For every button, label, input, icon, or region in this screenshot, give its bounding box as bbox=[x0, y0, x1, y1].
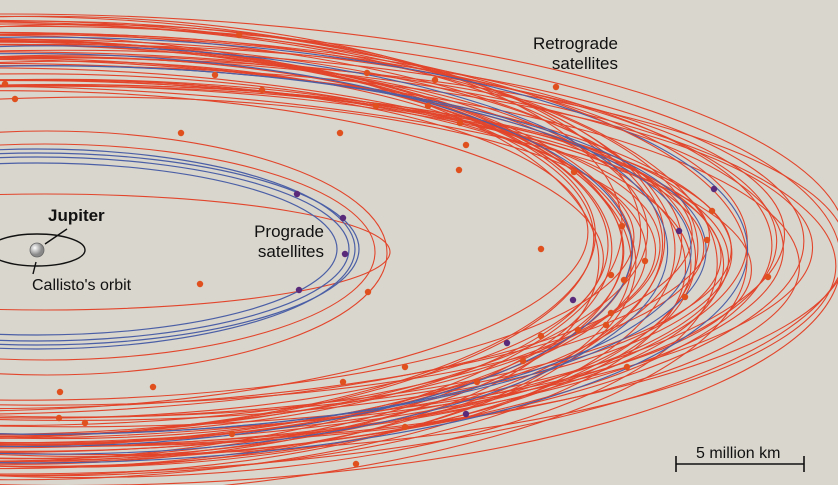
retrograde-satellite-dot bbox=[339, 378, 347, 386]
retrograde-satellite-dot bbox=[177, 129, 185, 137]
retrograde-satellite-dot bbox=[81, 419, 89, 427]
retrograde-orbit bbox=[0, 85, 722, 418]
retrograde-satellite-dot bbox=[401, 363, 409, 371]
retrograde-orbit bbox=[0, 96, 657, 426]
retrograde-satellite-dot bbox=[56, 388, 64, 396]
retrograde-orbit bbox=[0, 43, 805, 465]
retrograde-orbit bbox=[0, 79, 705, 406]
retrograde-orbit bbox=[0, 62, 800, 447]
retrograde-satellite-dot bbox=[424, 102, 432, 110]
retrograde-satellite-dot bbox=[211, 71, 219, 79]
outer-orbit bbox=[0, 13, 838, 475]
retrograde-label: Retrograde satellites bbox=[532, 34, 618, 73]
retrograde-blue-orbit bbox=[0, 53, 633, 447]
retrograde-satellite-dot bbox=[602, 321, 610, 329]
retrograde-satellite-dot bbox=[363, 69, 371, 77]
retrograde-satellite-dot bbox=[620, 276, 628, 284]
retrograde-satellite-dot bbox=[431, 76, 439, 84]
retrograde-satellite-dot bbox=[618, 222, 626, 230]
retrograde-satellite-dot bbox=[641, 257, 649, 265]
retrograde-satellite-dot bbox=[196, 280, 204, 288]
retrograde-satellite-dot bbox=[149, 383, 157, 391]
jupiter-icon bbox=[29, 242, 45, 258]
prograde-satellite-dot bbox=[675, 227, 683, 235]
retrograde-satellite-dot bbox=[401, 423, 409, 431]
retrograde-orbit bbox=[0, 34, 600, 468]
prograde-satellite-dot bbox=[569, 296, 577, 304]
prograde-satellite-dot bbox=[295, 286, 303, 294]
retrograde-satellite-dot bbox=[574, 326, 582, 334]
retrograde-satellite-dot bbox=[519, 357, 527, 365]
prograde-satellite-dot bbox=[339, 214, 347, 222]
prograde-orbit bbox=[0, 162, 338, 336]
retrograde-orbit bbox=[0, 90, 604, 419]
retrograde-satellite-dot bbox=[235, 31, 243, 39]
retrograde-satellite-dot bbox=[228, 430, 236, 438]
retrograde-satellite-dot bbox=[708, 207, 716, 215]
retrograde-orbit bbox=[0, 54, 649, 438]
prograde-orbit bbox=[0, 156, 350, 342]
callisto-orbit bbox=[0, 233, 86, 267]
retrograde-satellite-dot bbox=[537, 332, 545, 340]
scale-bar-label: 5 million km bbox=[696, 445, 781, 462]
inner-orbit bbox=[0, 143, 376, 361]
retrograde-blue-orbit bbox=[0, 45, 668, 455]
retrograde-orbit bbox=[0, 67, 692, 452]
retrograde-orbit bbox=[0, 38, 778, 446]
retrograde-satellite-dot bbox=[681, 293, 689, 301]
prograde-orbit bbox=[0, 148, 356, 350]
retrograde-satellite-dot bbox=[552, 83, 560, 91]
retrograde-satellite-dot bbox=[336, 129, 344, 137]
retrograde-satellite-dot bbox=[372, 102, 380, 110]
retrograde-orbit bbox=[0, 56, 725, 446]
retrograde-orbit bbox=[0, 32, 773, 462]
retrograde-satellite-dot bbox=[258, 86, 266, 94]
retrograde-satellite-dot bbox=[473, 378, 481, 386]
jupiter-leader-line bbox=[44, 228, 68, 245]
prograde-satellite-dot bbox=[503, 339, 511, 347]
retrograde-satellite-dot bbox=[537, 245, 545, 253]
retrograde-satellite-dot bbox=[764, 273, 772, 281]
callisto-leader-line bbox=[32, 261, 37, 275]
retrograde-satellite-dot bbox=[570, 168, 578, 176]
prograde-satellite-dot bbox=[710, 185, 718, 193]
retrograde-orbit bbox=[0, 55, 596, 439]
retrograde-satellite-dot bbox=[1, 80, 9, 88]
retrograde-orbit bbox=[0, 19, 718, 479]
retrograde-orbit bbox=[0, 83, 710, 410]
retrograde-satellite-dot bbox=[455, 166, 463, 174]
retrograde-satellite-dot bbox=[364, 288, 372, 296]
retrograde-blue-orbit bbox=[0, 65, 707, 435]
prograde-label: Prograde satellites bbox=[254, 222, 324, 261]
retrograde-orbit bbox=[0, 85, 752, 428]
retrograde-orbit bbox=[0, 58, 733, 422]
inner-orbit bbox=[0, 130, 388, 376]
retrograde-orbit bbox=[0, 25, 838, 485]
outer-orbit bbox=[0, 21, 748, 485]
retrograde-satellite-dot bbox=[607, 309, 615, 317]
retrograde-orbit bbox=[0, 23, 664, 470]
prograde-satellite-dot bbox=[462, 410, 470, 418]
prograde-satellite-dot bbox=[341, 250, 349, 258]
retrograde-orbit bbox=[0, 43, 632, 476]
retrograde-satellite-dot bbox=[462, 141, 470, 149]
retrograde-satellite-dot bbox=[352, 460, 360, 468]
prograde-satellite-dot bbox=[293, 190, 301, 198]
retrograde-satellite-dot bbox=[607, 271, 615, 279]
retrograde-orbit bbox=[0, 23, 642, 465]
prograde-orbit bbox=[0, 152, 360, 346]
retrograde-satellite-dot bbox=[55, 414, 63, 422]
retrograde-blue-orbit bbox=[0, 36, 748, 464]
retrograde-satellite-dot bbox=[11, 95, 19, 103]
retrograde-satellite-dot bbox=[623, 363, 631, 371]
inner-orbit bbox=[0, 193, 391, 311]
retrograde-orbit bbox=[0, 33, 699, 467]
retrograde-satellite-dot bbox=[703, 236, 711, 244]
retrograde-satellite-dot bbox=[456, 119, 464, 127]
callisto-orbit-label: Callisto's orbit bbox=[32, 277, 132, 294]
jupiter-label: Jupiter bbox=[48, 206, 105, 225]
